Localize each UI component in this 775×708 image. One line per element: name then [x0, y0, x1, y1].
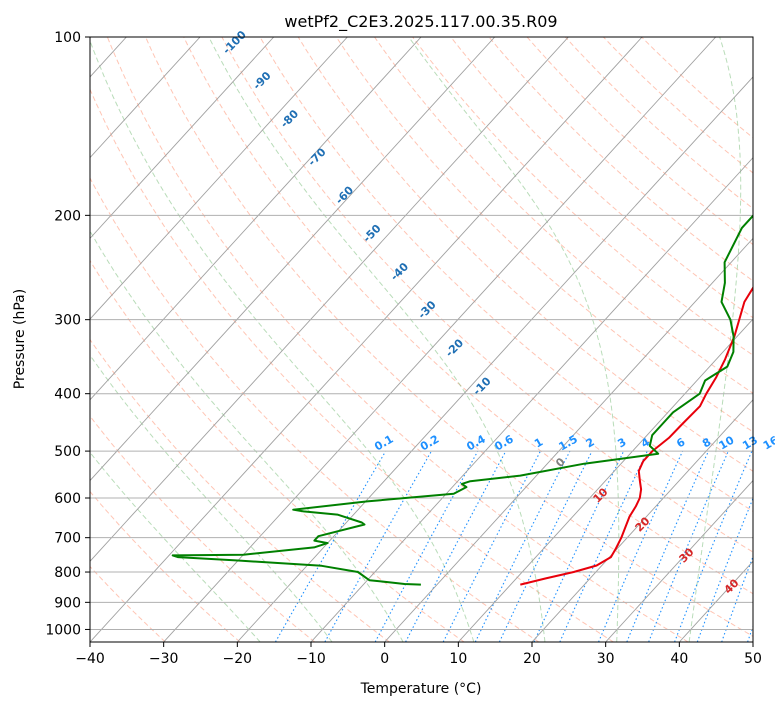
- moist-adiabat: [208, 37, 546, 642]
- moist-adiabat: [688, 37, 742, 642]
- mixing-ratio-line: [474, 450, 571, 642]
- y-axis-title: Pressure (hPa): [12, 289, 28, 389]
- dry-adiabat: [183, 37, 753, 595]
- moist-adiabat: [90, 230, 404, 642]
- x-tick-label: 30: [597, 651, 615, 667]
- isotherm-line: [605, 479, 753, 642]
- isotherm-line: [531, 399, 753, 642]
- x-tick-label: −30: [149, 651, 179, 667]
- isotherm-line: [90, 37, 422, 401]
- isotherm-line: [163, 37, 717, 642]
- mixing-ratio-line: [626, 450, 709, 642]
- y-tick-label: 600: [54, 491, 81, 507]
- x-tick-label: 50: [744, 651, 762, 667]
- x-tick-label: −10: [296, 651, 326, 667]
- y-tick-label: 700: [54, 531, 81, 547]
- chart-title: wetPf2_C2E3.2025.117.00.35.R09: [284, 12, 557, 32]
- mixing-ratio-line: [442, 450, 541, 642]
- plot-frame: [89, 36, 754, 643]
- mixing-ratio-line: [648, 450, 729, 642]
- isotherm-line: [90, 37, 348, 320]
- sounding-traces: [171, 214, 753, 586]
- isotherm-line: [384, 237, 753, 642]
- dry-adiabat: [90, 415, 316, 642]
- isotherm-line: [310, 156, 753, 642]
- dry-adiabat: [412, 37, 753, 356]
- isotherm-line: [90, 37, 496, 482]
- dry-adiabat: [90, 259, 465, 642]
- y-tick-label: 300: [54, 313, 81, 329]
- y-tick-label: 500: [54, 444, 81, 460]
- x-tick-label: 10: [449, 651, 467, 667]
- dry-adiabat: [259, 37, 753, 512]
- mixing-ratio-line: [598, 450, 684, 642]
- moist-adiabat: [408, 37, 620, 642]
- mixing-ratio-label: 16: [761, 433, 775, 452]
- mixing-ratio-line: [374, 450, 479, 642]
- dewpoint-trace: [171, 214, 753, 586]
- temperature-trace: [520, 286, 753, 586]
- y-tick-label: 100: [54, 30, 81, 46]
- axis-ticks: −40 −30 −20 −10 0 10 20 30 40 50 1000 900 800 700 600 5…: [45, 30, 762, 667]
- isotherm-line: [90, 37, 643, 642]
- dry-adiabat: [90, 177, 540, 642]
- y-tick-label: 1000: [45, 622, 81, 638]
- dry-adiabat: [335, 37, 753, 433]
- dry-adiabat: [90, 88, 614, 642]
- y-tick-label: 200: [54, 208, 81, 224]
- dry-adiabat: [90, 338, 390, 642]
- dry-adiabat: [297, 37, 753, 472]
- y-tick-label: 400: [54, 387, 81, 403]
- x-tick-label: −20: [223, 651, 253, 667]
- isotherm-line: [237, 76, 753, 642]
- mixing-ratio-line: [721, 555, 753, 642]
- x-tick-label: −40: [75, 651, 105, 667]
- x-tick-label: 40: [670, 651, 688, 667]
- mixing-ratio-line: [674, 450, 753, 642]
- y-tick-label: 800: [54, 565, 81, 581]
- isotherm-line: [90, 37, 201, 159]
- x-tick-label: 0: [380, 651, 389, 667]
- isotherm-line: [90, 37, 275, 240]
- mixing-ratio-line: [324, 450, 432, 642]
- x-tick-label: 20: [523, 651, 541, 667]
- dry-adiabat: [221, 37, 753, 553]
- y-tick-label: 900: [54, 595, 81, 611]
- x-axis-title: Temperature (°C): [360, 681, 482, 697]
- moist-adiabat: [90, 39, 475, 642]
- moist-adiabat: [90, 451, 261, 642]
- dry-adiabat: [90, 565, 166, 642]
- mixing-ratio-line: [696, 496, 753, 642]
- isotherm-line: [90, 37, 569, 562]
- dry-adiabat: [106, 37, 689, 642]
